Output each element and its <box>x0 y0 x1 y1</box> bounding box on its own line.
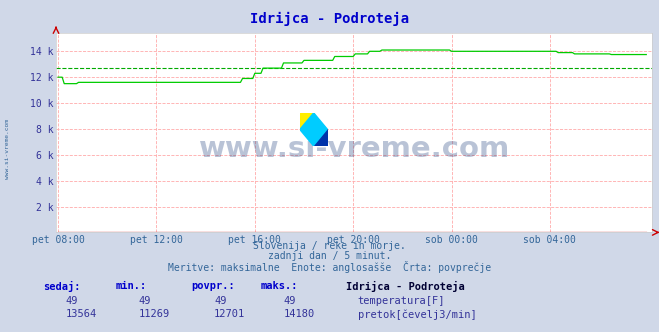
Text: Meritve: maksimalne  Enote: anglosašše  Črta: povprečje: Meritve: maksimalne Enote: anglosašše Čr… <box>168 261 491 273</box>
Text: 49: 49 <box>66 296 78 306</box>
Text: Idrijca - Podroteja: Idrijca - Podroteja <box>346 281 465 291</box>
Text: maks.:: maks.: <box>260 281 298 290</box>
Polygon shape <box>300 113 328 146</box>
Text: zadnji dan / 5 minut.: zadnji dan / 5 minut. <box>268 251 391 261</box>
Text: Idrijca - Podroteja: Idrijca - Podroteja <box>250 12 409 26</box>
Text: temperatura[F]: temperatura[F] <box>358 296 445 306</box>
Text: 12701: 12701 <box>214 309 245 319</box>
Text: sedaj:: sedaj: <box>43 281 80 291</box>
Text: 49: 49 <box>138 296 151 306</box>
Polygon shape <box>300 113 314 129</box>
Text: 13564: 13564 <box>66 309 97 319</box>
Polygon shape <box>314 129 328 146</box>
Text: min.:: min.: <box>115 281 146 290</box>
Text: 49: 49 <box>214 296 227 306</box>
Text: 14180: 14180 <box>283 309 314 319</box>
Text: 11269: 11269 <box>138 309 169 319</box>
Text: www.si-vreme.com: www.si-vreme.com <box>5 120 11 179</box>
Text: pretok[čevelj3/min]: pretok[čevelj3/min] <box>358 309 476 320</box>
Text: povpr.:: povpr.: <box>191 281 235 290</box>
Text: Slovenija / reke in morje.: Slovenija / reke in morje. <box>253 241 406 251</box>
Text: www.si-vreme.com: www.si-vreme.com <box>198 135 510 163</box>
Text: 49: 49 <box>283 296 296 306</box>
